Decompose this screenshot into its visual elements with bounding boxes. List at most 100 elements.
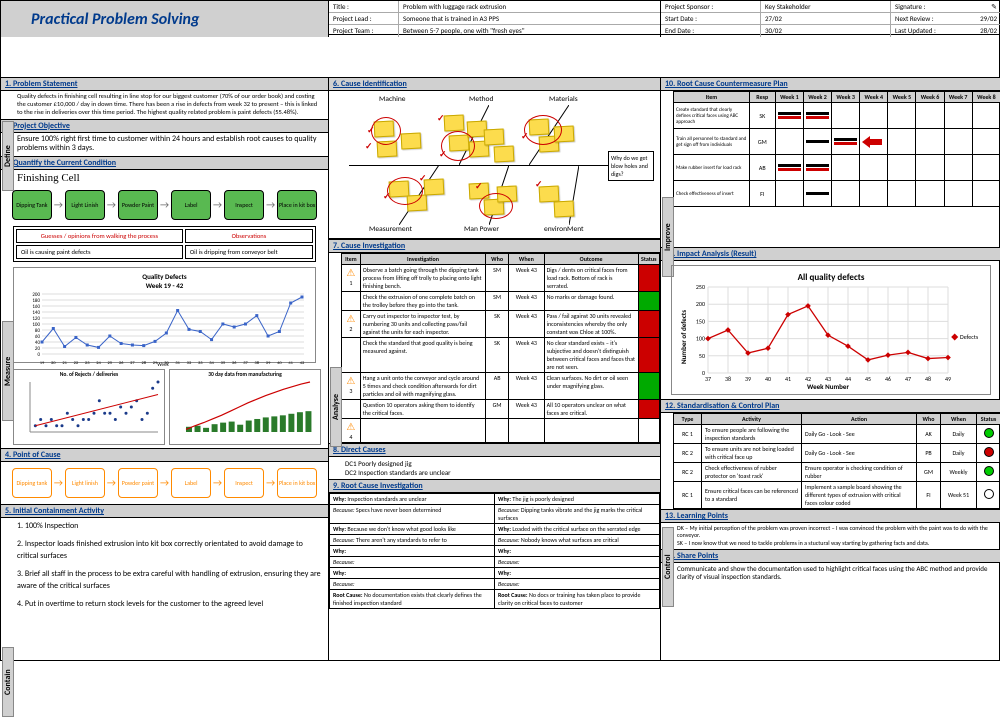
svg-text:Week: Week — [157, 362, 169, 366]
s2-head: 2. Project Objective — [1, 119, 328, 133]
svg-text:47: 47 — [905, 375, 911, 383]
process-step: Powder paint — [118, 468, 158, 498]
svg-text:100: 100 — [696, 335, 705, 343]
svg-text:32: 32 — [187, 361, 192, 366]
meta-key: Project Team : — [329, 25, 399, 37]
meta-val: Someone that is trained in A3 PPS — [399, 13, 660, 24]
svg-text:21: 21 — [62, 361, 67, 366]
process-step: Dipping Tank — [12, 190, 52, 220]
svg-text:20: 20 — [35, 346, 41, 352]
svg-text:200: 200 — [32, 292, 40, 298]
svg-text:Week Number: Week Number — [807, 382, 849, 391]
header-mid: Title :Problem with luggage rack extrusi… — [329, 1, 661, 37]
svg-text:46: 46 — [885, 375, 891, 383]
svg-text:40: 40 — [765, 375, 771, 383]
s3-head: 3. Quantify the Current Condition — [1, 156, 328, 170]
combo-chart: 30 day data from manufacturing — [169, 369, 321, 445]
tab-control: Control — [662, 527, 674, 607]
root-cause-table: Why: Inspection standards are unclearWhy… — [329, 493, 660, 609]
svg-text:49: 49 — [945, 375, 951, 383]
investigation-table: ItemInvestigationWhoWhenOutcomeStatus⚠1O… — [341, 253, 660, 443]
svg-text:39: 39 — [266, 361, 271, 366]
svg-text:24: 24 — [96, 361, 101, 366]
s9-head: 9. Root Cause Investigation — [329, 479, 660, 493]
svg-text:150: 150 — [696, 318, 705, 326]
svg-text:33: 33 — [198, 361, 203, 366]
process-step: Label — [171, 190, 211, 220]
s14-body: Communicate and show the documentation u… — [661, 563, 1000, 584]
countermeasure-table: ItemRespWeek 1Week 2Week 3Week 4Week 5We… — [673, 91, 1000, 207]
svg-text:25: 25 — [108, 361, 113, 366]
s2-body: Ensure 100% right first time to customer… — [1, 133, 328, 156]
svg-text:20: 20 — [51, 361, 56, 366]
tab-contain: Contain — [2, 647, 14, 717]
s13-head: 13. Learning Points — [661, 509, 1000, 523]
s14-head: 14. Share Points — [661, 549, 1000, 563]
svg-text:42: 42 — [300, 361, 305, 366]
process-step: Inspect — [224, 190, 264, 220]
header-right: Project Sponsor :Key StakeholderSignatur… — [661, 1, 1000, 37]
s1-head: 1. Problem Statement — [1, 77, 328, 91]
svg-text:80: 80 — [35, 328, 41, 334]
s10-head: 10. Root Cause Countermeasure Plan — [661, 77, 1000, 91]
svg-text:200: 200 — [696, 300, 705, 308]
svg-text:31: 31 — [175, 361, 180, 366]
tab-analyse: Analyse — [330, 367, 342, 447]
process-step: Dipping tank — [12, 468, 52, 498]
s11-head: 11. Impact Analysis (Result) — [661, 247, 1000, 261]
svg-text:50: 50 — [699, 352, 705, 360]
svg-text:250: 250 — [696, 283, 705, 291]
svg-text:36: 36 — [232, 361, 237, 366]
svg-text:19: 19 — [40, 361, 45, 366]
quality-defects-chart: Quality Defects Week 19 - 42 02040608010… — [13, 267, 316, 363]
s5-head: 5. Initial Containment Activity — [1, 504, 328, 518]
svg-text:160: 160 — [32, 304, 40, 310]
svg-text:28: 28 — [141, 361, 146, 366]
meta-key: Title : — [329, 1, 399, 12]
meta-val: Between 5-7 people, one with "fresh eyes… — [399, 25, 660, 37]
process-step: Place in kit box — [277, 468, 317, 498]
s12-head: 12. Standardisation & Control Plan — [661, 399, 1000, 413]
svg-text:22: 22 — [74, 361, 79, 366]
svg-text:41: 41 — [288, 361, 293, 366]
ishikawa-head: Why do we get blow holes and digs? — [608, 151, 654, 181]
svg-text:40: 40 — [35, 340, 41, 346]
control-plan-table: TypeActivityActionWhoWhenStatusRC 1To en… — [673, 413, 1000, 509]
rejects-scatter-chart: No. of Rejects / deliveries — [13, 369, 165, 445]
ishikawa-diagram: Why do we get blow holes and digs? Machi… — [329, 91, 660, 239]
s1-body: Quality defects in finishing cell result… — [1, 91, 328, 118]
svg-text:140: 140 — [32, 310, 40, 316]
col-right: Improve Control 10. Root Cause Counterme… — [661, 77, 1000, 660]
svg-text:Number of defects: Number of defects — [679, 310, 688, 364]
s7-head: 7. Cause Investigation — [329, 239, 660, 253]
svg-text:34: 34 — [209, 361, 214, 366]
svg-text:37: 37 — [705, 375, 711, 383]
process-step: Powder Paint — [118, 190, 158, 220]
svg-text:37: 37 — [243, 361, 248, 366]
svg-text:38: 38 — [255, 361, 260, 366]
svg-text:100: 100 — [32, 322, 40, 328]
svg-text:45: 45 — [865, 375, 871, 383]
svg-text:120: 120 — [32, 316, 40, 322]
svg-text:35: 35 — [221, 361, 226, 366]
svg-text:60: 60 — [35, 334, 41, 340]
svg-text:48: 48 — [925, 375, 931, 383]
process-step: Label — [171, 468, 211, 498]
page-title: Practical Problem Solving — [1, 1, 329, 37]
cell-title: Finishing Cell — [1, 170, 328, 186]
col-mid: Analyse 6. Cause Identification Why do w… — [329, 77, 661, 660]
svg-text:23: 23 — [85, 361, 90, 366]
svg-text:38: 38 — [725, 375, 731, 383]
col-left: Define Measure Contain 1. Problem Statem… — [1, 77, 329, 660]
guess-obs-table: Guesses / opinions from walking the proc… — [13, 226, 316, 262]
impact-chart: All quality defects 05010015020025037383… — [671, 265, 991, 395]
s8-head: 8. Direct Causes — [329, 443, 660, 457]
process-step: Place in kit box — [277, 190, 317, 220]
process-flow-orange: Dipping tankLight linishPowder paintLabe… — [1, 462, 328, 504]
svg-text:180: 180 — [32, 298, 40, 304]
tab-define: Define — [2, 121, 14, 191]
s13-body: DK – My initial perception of the proble… — [661, 523, 1000, 549]
s6-head: 6. Cause Identification — [329, 77, 660, 91]
s4-head: 4. Point of Cause — [1, 448, 328, 462]
process-flow-green: Dipping TankLight LinishPowder PaintLabe… — [1, 186, 328, 224]
